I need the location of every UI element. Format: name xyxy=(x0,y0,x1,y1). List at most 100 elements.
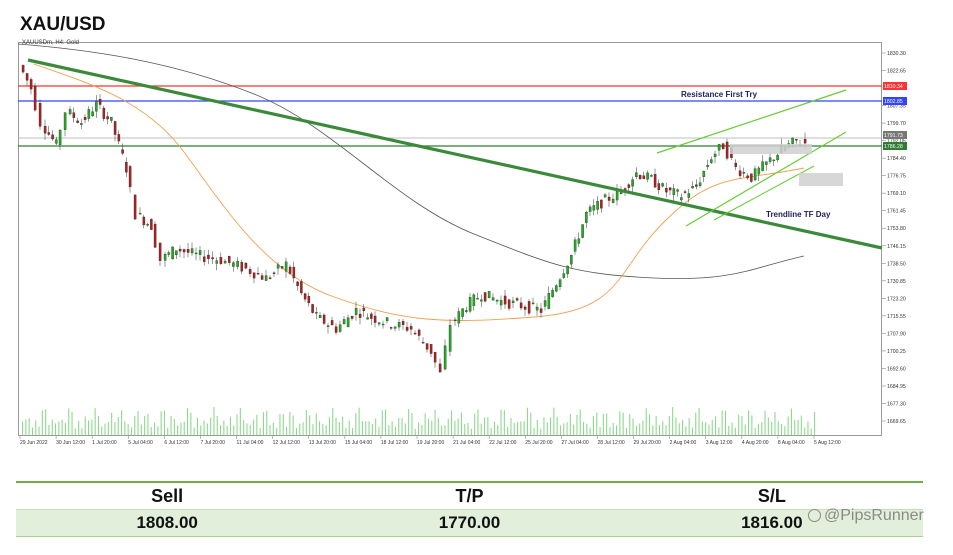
volume-bar xyxy=(602,413,604,435)
price-tick-label: 1822.65 xyxy=(887,69,906,75)
volume-bar xyxy=(757,423,759,435)
candle-bear xyxy=(248,269,252,274)
volume-bar xyxy=(573,424,575,435)
candle-bull xyxy=(706,165,709,167)
volume-bar xyxy=(421,424,423,435)
candle-bull xyxy=(138,212,142,215)
volume-bar xyxy=(378,426,380,435)
sl-value: 1816.00 xyxy=(741,513,803,532)
price-tag-label: 1802.85 xyxy=(884,99,903,105)
volume-bar xyxy=(434,409,436,435)
candle-bull xyxy=(713,153,717,158)
volume-bar xyxy=(431,420,433,435)
candle-bear xyxy=(721,143,725,150)
volume-bar xyxy=(249,425,251,435)
candle-bear xyxy=(527,301,531,314)
volume-bar xyxy=(744,424,746,435)
volume-bar xyxy=(315,413,317,435)
volume-bar xyxy=(355,412,357,435)
candle-bull xyxy=(761,161,764,171)
candle-bear xyxy=(186,249,190,253)
volume-bar xyxy=(154,422,156,435)
volume-bar xyxy=(592,416,594,435)
candle-bear xyxy=(750,173,753,182)
volume-bar xyxy=(342,416,344,435)
candle-bull xyxy=(468,297,472,312)
candle-bear xyxy=(303,293,307,300)
time-tick-label: 7 Jul 20:00 xyxy=(200,440,225,446)
volume-bar xyxy=(639,423,641,435)
candle-bear xyxy=(76,120,79,123)
candle-bull xyxy=(472,294,476,306)
volume-bar xyxy=(444,425,446,435)
volume-bar xyxy=(352,427,354,435)
candle-bear xyxy=(21,65,25,73)
candle-bull xyxy=(717,144,721,151)
candle-bear xyxy=(158,242,162,261)
volume-bar xyxy=(658,424,660,435)
candle-bull xyxy=(635,172,638,177)
volume-bar xyxy=(543,417,545,435)
candle-bull xyxy=(284,261,288,272)
candle-bull xyxy=(346,317,350,328)
price-tick-label: 1738.50 xyxy=(887,261,906,267)
price-tick-label: 1700.25 xyxy=(887,349,906,355)
volume-bar xyxy=(328,417,330,435)
candle-bull xyxy=(163,254,167,261)
volume-bar xyxy=(784,426,786,435)
candle-bull xyxy=(457,311,461,324)
time-tick-label: 29 Jul 20:00 xyxy=(634,440,661,446)
candle-bull xyxy=(768,157,772,162)
volume-bar xyxy=(790,408,792,435)
time-tick-label: 4 Aug 20:00 xyxy=(742,440,769,446)
volume-bar xyxy=(216,415,218,435)
volume-bar xyxy=(612,422,614,435)
volume-bar xyxy=(787,416,789,435)
volume-bar xyxy=(61,419,63,435)
time-tick-label: 22 Jul 12:00 xyxy=(489,440,516,446)
volume-bar xyxy=(678,423,680,435)
candle-bear xyxy=(288,266,292,274)
candle-bull xyxy=(55,139,58,144)
volume-bar xyxy=(253,419,255,435)
volume-bar xyxy=(761,421,763,435)
price-tick-label: 1799.70 xyxy=(887,121,906,127)
candle-bear xyxy=(150,219,153,230)
volume-bar xyxy=(447,418,449,435)
price-chart[interactable]: XAUUSDm, H4: Gold 1830.301822.651815.001… xyxy=(14,40,913,450)
candle-bear xyxy=(252,272,256,279)
volume-bar xyxy=(239,407,241,435)
candle-bear xyxy=(182,249,186,253)
volume-bar xyxy=(107,421,109,435)
candle-bull xyxy=(190,248,194,254)
candle-bear xyxy=(203,256,206,262)
candle-bull xyxy=(232,262,235,267)
volume-bar xyxy=(282,414,284,435)
time-tick-label: 15 Jul 04:00 xyxy=(345,440,372,446)
candle-bear xyxy=(128,166,132,188)
candle-bull xyxy=(698,182,702,186)
candle-bull xyxy=(558,279,562,287)
volume-bar xyxy=(414,428,416,435)
candle-bear xyxy=(121,149,124,154)
volume-bar xyxy=(358,407,360,435)
candle-bull xyxy=(171,246,174,260)
volume-bar xyxy=(269,425,271,435)
volume-bar xyxy=(157,426,159,435)
candle-bull xyxy=(95,100,98,112)
candle-bear xyxy=(607,196,611,201)
volume-bar xyxy=(177,425,179,435)
volume-bar xyxy=(22,421,24,435)
candle-bull xyxy=(596,201,599,210)
volume-bar xyxy=(272,422,274,435)
candle-bear xyxy=(738,170,742,176)
zone-box-upper xyxy=(730,144,812,154)
volume-bar xyxy=(500,409,502,435)
volume-bar xyxy=(206,423,208,435)
volume-bar xyxy=(464,424,466,435)
candle-bear xyxy=(350,316,354,319)
volume-bar xyxy=(625,427,627,435)
candle-bear xyxy=(330,320,334,326)
candle-bull xyxy=(175,250,178,256)
candle-bull xyxy=(443,345,447,370)
